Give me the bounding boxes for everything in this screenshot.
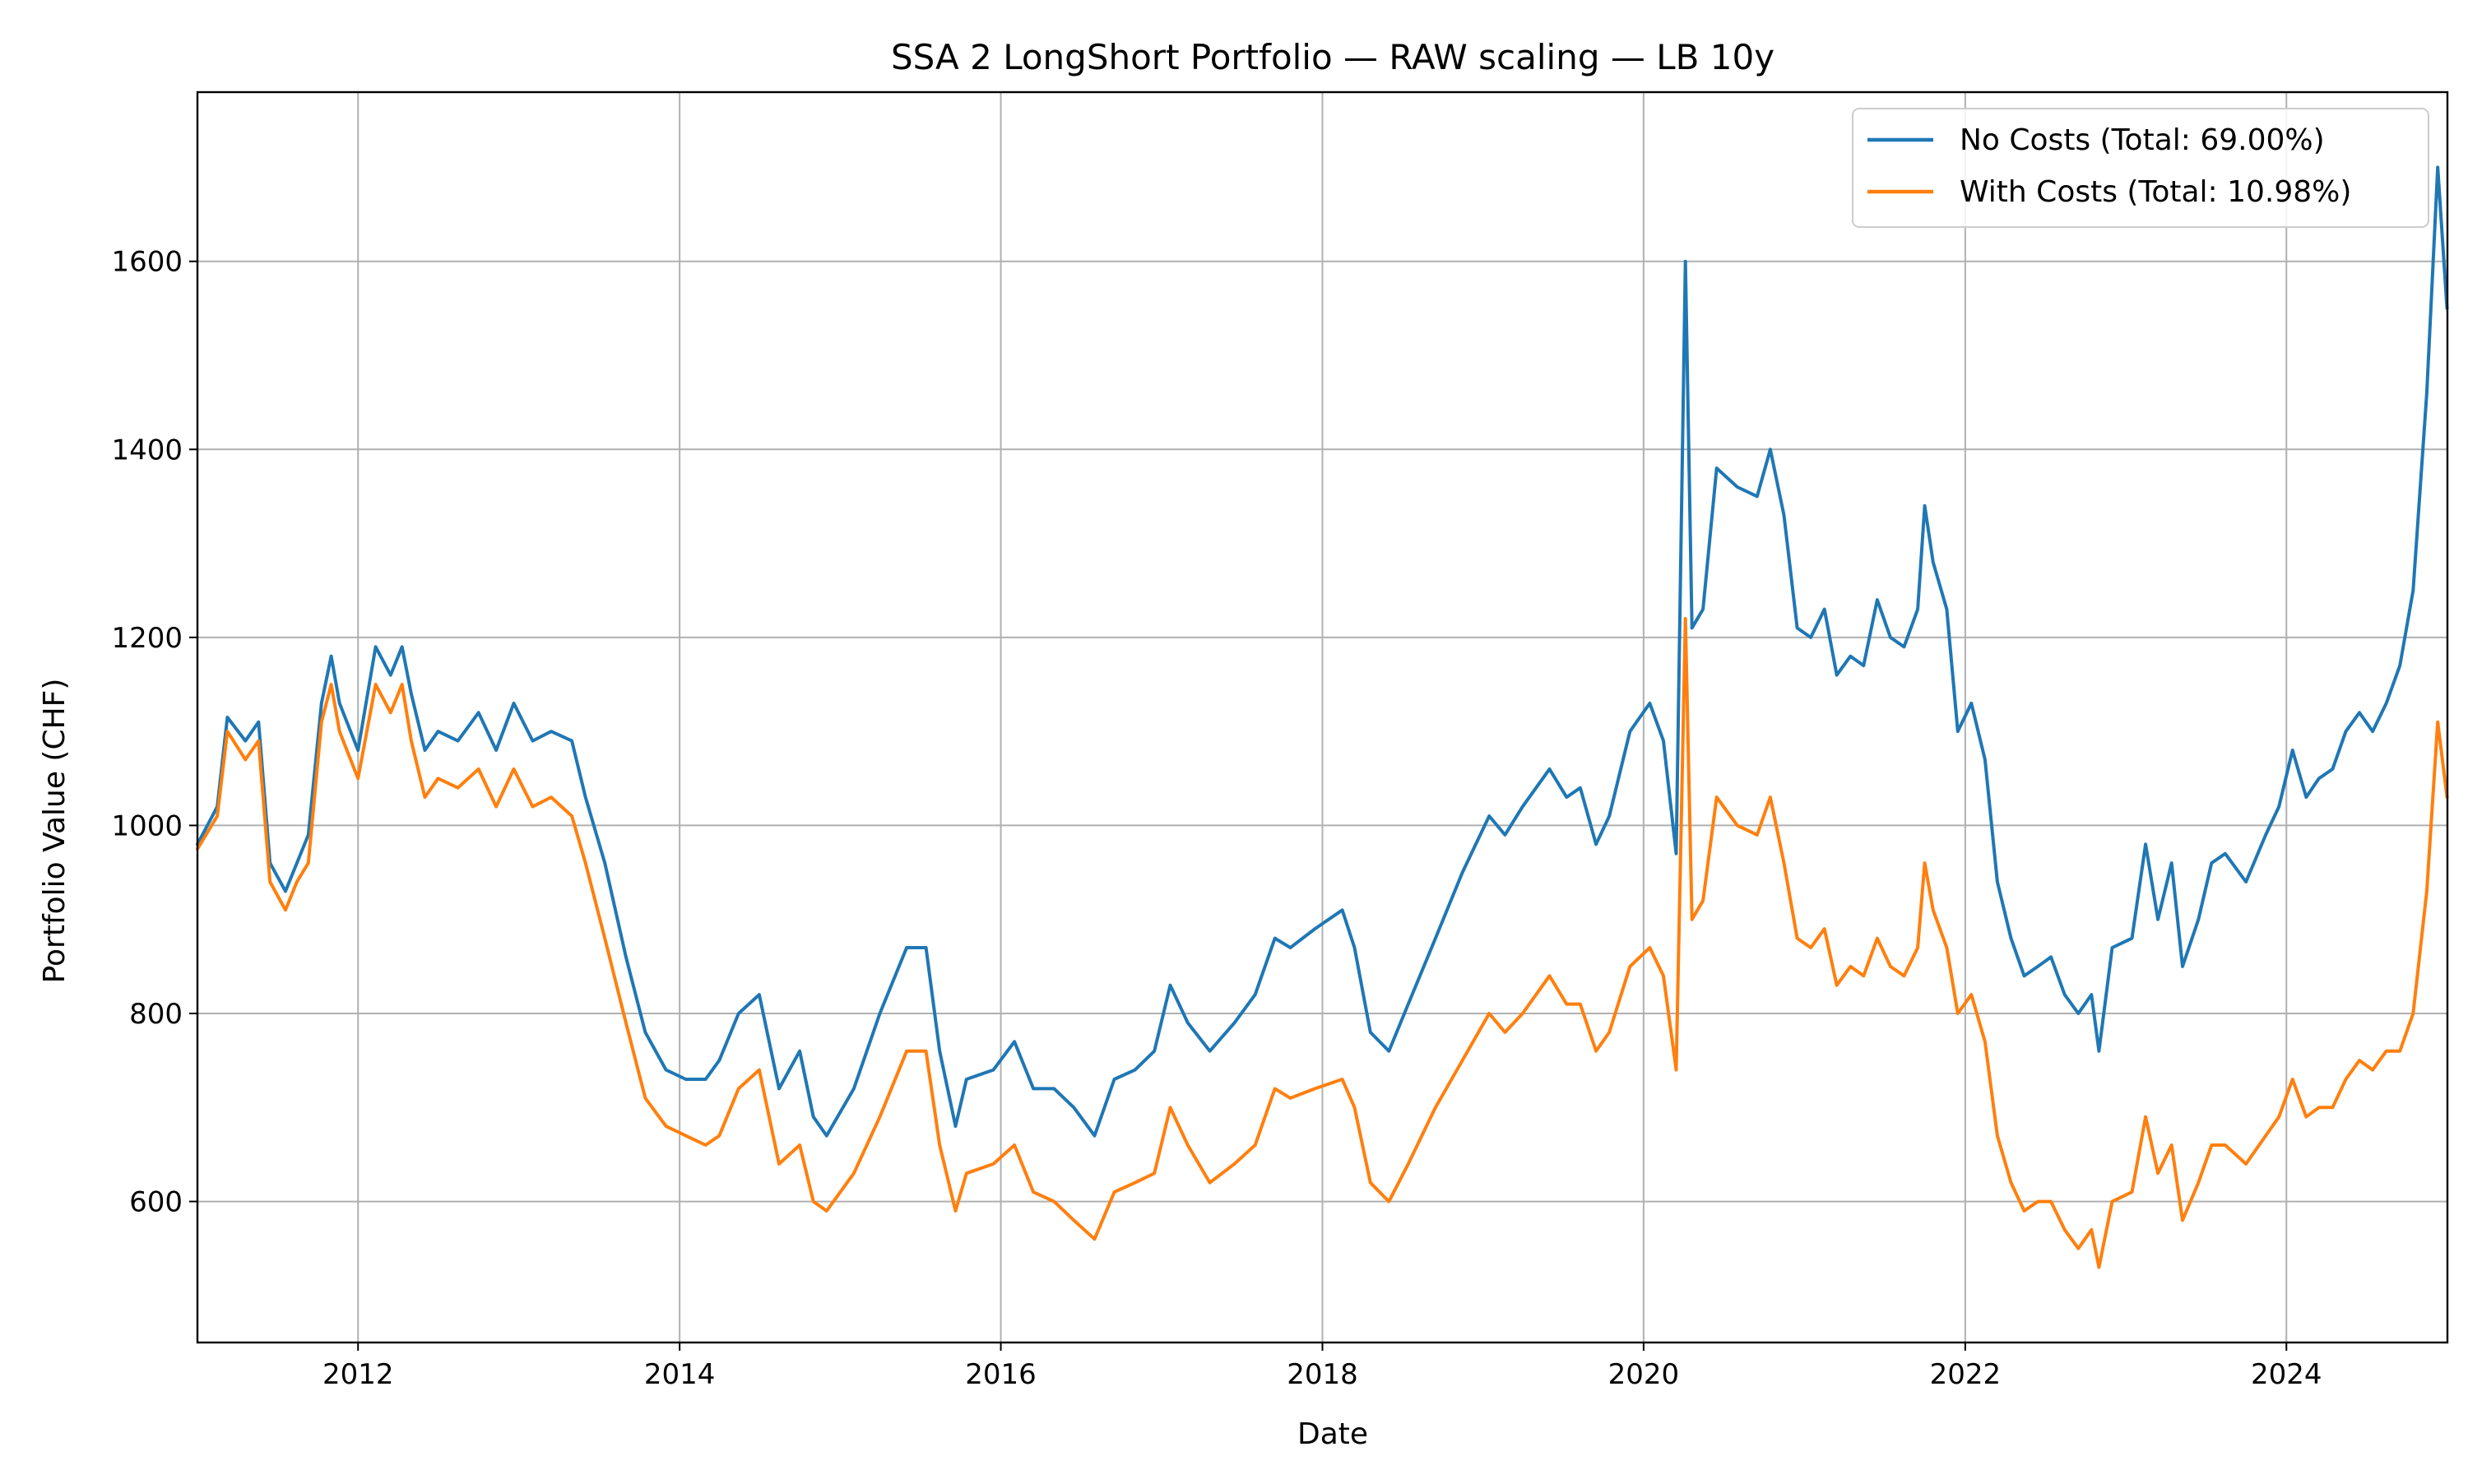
x-tick-label: 2024 xyxy=(2251,1358,2322,1391)
y-tick-label: 1600 xyxy=(111,246,183,279)
legend-label-with-costs: With Costs (Total: 10.98%) xyxy=(1960,175,2351,209)
legend: No Costs (Total: 69.00%) With Costs (Tot… xyxy=(1852,108,2429,228)
chart-title: SSA 2 LongShort Portfolio — RAW scaling … xyxy=(891,37,1774,77)
tick-layer: 2012 2014 2016 2018 2020 2022 2024 600 800 1000 12… xyxy=(111,246,2322,1391)
x-tick-label: 2012 xyxy=(322,1358,394,1391)
x-tick-label: 2018 xyxy=(1287,1358,1358,1391)
legend-label-no-costs: No Costs (Total: 69.00%) xyxy=(1960,123,2325,157)
x-tick-label: 2014 xyxy=(644,1358,716,1391)
grid-layer xyxy=(197,92,2447,1343)
legend-box xyxy=(1852,108,2429,228)
x-axis-label: Date xyxy=(1297,1417,1368,1451)
x-tick-label: 2016 xyxy=(965,1358,1037,1391)
series-layer xyxy=(196,165,2449,1269)
x-tick-label: 2022 xyxy=(1930,1358,2002,1391)
series-line-no-costs xyxy=(196,165,2449,1138)
y-tick-label: 800 xyxy=(129,998,183,1031)
y-tick-label: 1200 xyxy=(111,622,183,655)
x-tick-label: 2020 xyxy=(1608,1358,1680,1391)
y-tick-label: 1400 xyxy=(111,434,183,466)
series-line-with-costs xyxy=(196,617,2449,1269)
y-tick-label: 1000 xyxy=(111,809,183,842)
y-tick-label: 600 xyxy=(129,1186,183,1219)
y-axis-label: Portfolio Value (CHF) xyxy=(38,679,72,984)
